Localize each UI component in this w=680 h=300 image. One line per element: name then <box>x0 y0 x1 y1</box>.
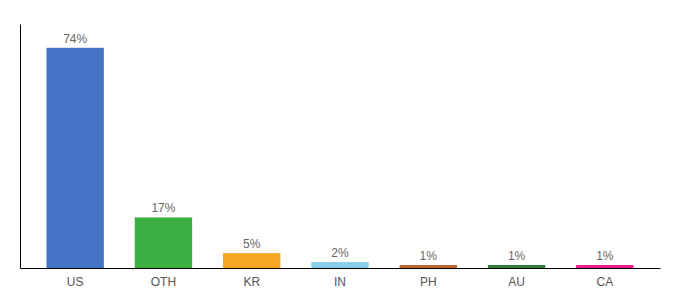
bars <box>46 48 633 268</box>
bar <box>576 265 633 268</box>
y-axis-line <box>20 25 21 269</box>
bar <box>46 48 103 268</box>
bar <box>311 262 368 268</box>
data-label: 1% <box>420 249 438 263</box>
x-tick: KR <box>243 275 260 289</box>
bar <box>223 253 280 268</box>
x-tick: US <box>67 275 84 289</box>
x-tick-label: OTH <box>151 275 176 289</box>
bar <box>135 217 192 268</box>
x-tick: CA <box>596 275 613 289</box>
plot: 74% 17% 5% 2% 1% 1% 1% US OTH KR IN PH AU CA <box>21 25 661 289</box>
x-tick: AU <box>508 275 525 289</box>
data-label: 74% <box>63 32 87 46</box>
data-label: 5% <box>243 237 261 251</box>
x-axis: US OTH KR IN PH AU CA <box>21 269 661 289</box>
bar <box>400 265 457 268</box>
data-label: 1% <box>596 249 614 263</box>
x-tick: OTH <box>151 275 176 289</box>
data-label: 17% <box>151 201 175 215</box>
data-label: 2% <box>331 246 349 260</box>
x-tick-label: US <box>67 275 84 289</box>
x-tick: PH <box>420 275 437 289</box>
x-tick-label: IN <box>334 275 346 289</box>
data-label: 1% <box>508 249 526 263</box>
x-axis-line <box>21 268 661 269</box>
data-labels: 74% 17% 5% 2% 1% 1% 1% <box>63 32 614 263</box>
x-tick-label: CA <box>596 275 613 289</box>
y-axis <box>20 25 21 269</box>
bar <box>488 265 545 268</box>
x-tick-label: KR <box>243 275 260 289</box>
x-tick: IN <box>334 275 346 289</box>
chart: 74% 17% 5% 2% 1% 1% 1% US OTH KR IN PH AU CA <box>0 0 680 300</box>
x-tick-label: PH <box>420 275 437 289</box>
x-tick-label: AU <box>508 275 525 289</box>
